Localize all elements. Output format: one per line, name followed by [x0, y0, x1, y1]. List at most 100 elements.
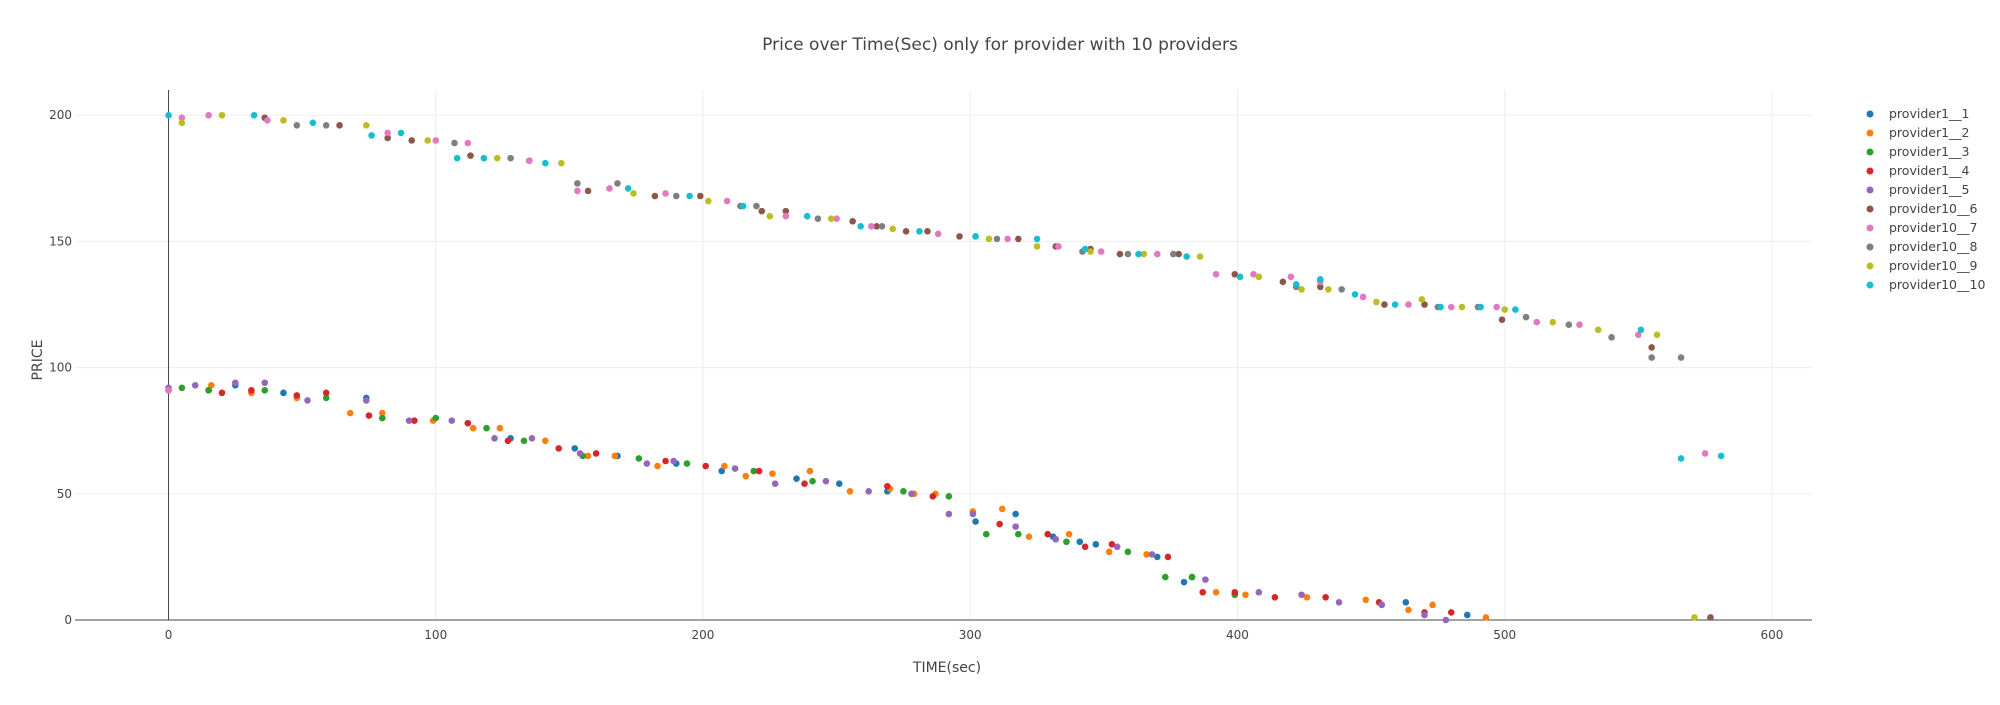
data-point[interactable] — [1402, 599, 1410, 606]
data-point[interactable] — [1170, 250, 1177, 258]
data-point[interactable] — [900, 487, 907, 495]
data-point[interactable] — [1033, 235, 1041, 243]
data-point[interactable] — [683, 460, 691, 467]
data-point[interactable] — [945, 493, 953, 500]
data-point[interactable] — [1653, 331, 1661, 339]
data-point[interactable] — [1437, 303, 1444, 311]
data-point[interactable] — [584, 452, 592, 460]
data-point[interactable] — [520, 437, 528, 445]
data-point[interactable] — [365, 412, 373, 419]
data-point[interactable] — [624, 185, 632, 192]
data-point[interactable] — [405, 417, 413, 424]
data-point[interactable] — [814, 215, 822, 223]
legend-item[interactable]: provider1__1 — [1866, 106, 1970, 121]
data-point[interactable] — [1378, 601, 1386, 609]
data-point[interactable] — [1183, 253, 1190, 260]
data-point[interactable] — [1637, 326, 1645, 334]
data-point[interactable] — [766, 212, 774, 220]
data-point[interactable] — [528, 434, 536, 442]
data-point[interactable] — [1359, 293, 1367, 301]
data-point[interactable] — [232, 379, 239, 387]
data-point[interactable] — [576, 450, 584, 457]
data-point[interactable] — [368, 132, 375, 139]
data-point[interactable] — [309, 119, 317, 127]
data-point[interactable] — [584, 187, 592, 195]
data-point[interactable] — [1421, 611, 1428, 619]
data-point[interactable] — [1202, 576, 1209, 583]
data-point[interactable] — [525, 157, 533, 164]
data-point[interactable] — [672, 192, 680, 200]
data-point[interactable] — [1648, 354, 1655, 361]
data-point[interactable] — [750, 467, 758, 475]
data-point[interactable] — [483, 424, 490, 432]
data-point[interactable] — [662, 457, 669, 465]
data-point[interactable] — [1477, 303, 1484, 311]
data-point[interactable] — [1405, 606, 1412, 614]
data-point[interactable] — [782, 212, 790, 220]
data-point[interactable] — [1044, 530, 1052, 538]
data-point[interactable] — [1153, 250, 1161, 258]
data-point[interactable] — [1015, 530, 1022, 538]
data-point[interactable] — [432, 414, 440, 422]
legend-item[interactable]: provider1__2 — [1866, 125, 1970, 140]
data-point[interactable] — [1565, 321, 1573, 329]
data-point[interactable] — [902, 228, 910, 235]
data-point[interactable] — [998, 505, 1006, 513]
data-point[interactable] — [1055, 243, 1062, 250]
data-point[interactable] — [908, 490, 915, 498]
data-point[interactable] — [1113, 543, 1121, 551]
data-point[interactable] — [1092, 540, 1100, 548]
legend-item[interactable]: provider10__7 — [1866, 220, 1978, 235]
data-point[interactable] — [1108, 540, 1116, 548]
data-point[interactable] — [1442, 616, 1450, 624]
data-point[interactable] — [884, 482, 891, 490]
data-point[interactable] — [362, 397, 370, 404]
data-point[interactable] — [384, 134, 391, 142]
data-point[interactable] — [662, 190, 669, 197]
data-point[interactable] — [178, 119, 186, 127]
data-point[interactable] — [1501, 306, 1508, 313]
data-point[interactable] — [1279, 278, 1287, 286]
data-point[interactable] — [1447, 303, 1455, 311]
data-point[interactable] — [614, 180, 621, 187]
data-point[interactable] — [293, 122, 301, 129]
data-point[interactable] — [793, 475, 800, 482]
data-point[interactable] — [753, 202, 760, 210]
data-point[interactable] — [1116, 250, 1124, 258]
data-point[interactable] — [379, 414, 386, 422]
data-point[interactable] — [1012, 510, 1019, 518]
data-point[interactable] — [280, 389, 287, 397]
data-point[interactable] — [849, 217, 856, 225]
data-point[interactable] — [972, 518, 979, 525]
data-point[interactable] — [1335, 599, 1343, 606]
data-point[interactable] — [397, 129, 405, 137]
data-point[interactable] — [1188, 573, 1196, 581]
data-point[interactable] — [1717, 452, 1725, 460]
data-point[interactable] — [250, 111, 258, 119]
data-point[interactable] — [769, 470, 776, 477]
data-point[interactable] — [178, 384, 186, 392]
data-point[interactable] — [1677, 354, 1685, 361]
data-point[interactable] — [264, 116, 271, 124]
data-point[interactable] — [742, 472, 750, 480]
data-point[interactable] — [1143, 551, 1150, 558]
data-point[interactable] — [304, 397, 311, 404]
data-point[interactable] — [806, 467, 814, 475]
data-point[interactable] — [1373, 298, 1380, 306]
data-point[interactable] — [1429, 601, 1436, 609]
data-point[interactable] — [1576, 321, 1583, 329]
data-point[interactable] — [1063, 538, 1070, 546]
data-point[interactable] — [654, 462, 661, 470]
legend-item[interactable]: provider10__10 — [1866, 277, 1986, 292]
data-point[interactable] — [480, 154, 488, 162]
data-point[interactable] — [1025, 533, 1033, 541]
data-point[interactable] — [873, 222, 880, 230]
data-point[interactable] — [571, 445, 579, 452]
data-point[interactable] — [833, 215, 840, 223]
data-point[interactable] — [755, 467, 763, 475]
data-point[interactable] — [1004, 235, 1011, 243]
data-point[interactable] — [411, 417, 418, 424]
data-point[interactable] — [1242, 591, 1249, 599]
data-point[interactable] — [803, 212, 811, 220]
data-point[interactable] — [1677, 455, 1685, 462]
